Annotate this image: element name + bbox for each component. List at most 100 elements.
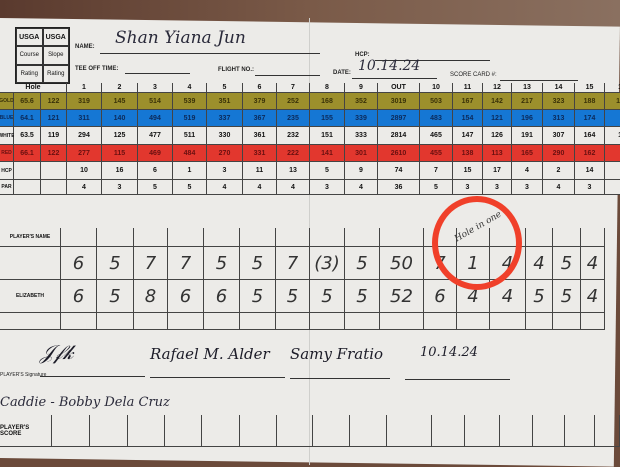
yardage-cell: 519 bbox=[173, 110, 207, 127]
empty-cell bbox=[490, 313, 526, 330]
yardage-cell: 154 bbox=[453, 110, 483, 127]
player-name: ELIZABETH bbox=[0, 280, 61, 313]
yardage-cell: 503 bbox=[420, 93, 453, 110]
score-cell: 5 bbox=[97, 247, 134, 280]
score-cell: 7 bbox=[276, 247, 310, 280]
yardage-cell: 290 bbox=[543, 145, 575, 162]
course-rating: 64.1 bbox=[14, 110, 41, 127]
yardage-cell: 14 bbox=[575, 162, 605, 180]
hole-number-15: 15 bbox=[575, 83, 605, 93]
yardage-cell: 10 bbox=[67, 162, 102, 180]
empty-cell bbox=[240, 313, 276, 330]
yardage-cell: 465 bbox=[420, 127, 453, 145]
empty-cell bbox=[424, 313, 457, 330]
rating-label: Rating bbox=[42, 64, 69, 83]
signature-2: Rafael M. Alder bbox=[150, 345, 270, 363]
signature-line bbox=[405, 379, 510, 380]
yardage-cell: 4 bbox=[512, 162, 543, 180]
score-cell: 4 bbox=[526, 247, 553, 280]
tee-off-label: TEE OFF TIME: bbox=[75, 66, 119, 72]
hole-number-6: 6 bbox=[243, 83, 277, 93]
hole-number-16: 16 bbox=[605, 83, 620, 93]
signature-label: PLAYER'S Signature bbox=[0, 372, 47, 378]
tee-label-blue: BLUE bbox=[0, 110, 14, 127]
yardage-cell: 125 bbox=[102, 127, 138, 145]
score-cell: 4 bbox=[457, 280, 490, 313]
yardage-cell: 126 bbox=[483, 127, 512, 145]
score-cell: 7 bbox=[168, 247, 204, 280]
yardage-cell: 141 bbox=[310, 145, 345, 162]
yardage-cell: 4 bbox=[243, 180, 277, 195]
name-label: NAME: bbox=[75, 44, 95, 50]
name-cell bbox=[345, 228, 380, 247]
yardage-cell: 113 bbox=[483, 145, 512, 162]
rating-label: Rating bbox=[16, 64, 43, 83]
yardage-cell: 5 bbox=[138, 180, 173, 195]
name-cell bbox=[240, 228, 276, 247]
tee-label-hcp: HCP bbox=[0, 162, 14, 180]
hole-number-10: 10 bbox=[420, 83, 453, 93]
yardage-cell: 3 bbox=[310, 180, 345, 195]
players-score-cell bbox=[595, 415, 620, 447]
yardage-cell: 3 bbox=[453, 180, 483, 195]
empty-cell bbox=[380, 313, 424, 330]
empty-cell bbox=[168, 313, 204, 330]
yardage-cell: 5 bbox=[173, 180, 207, 195]
score-cell: 6 bbox=[424, 280, 457, 313]
usga-rating-box: USGA USGA Course Slope Rating Rating bbox=[15, 27, 70, 84]
yardage-cell: 3 bbox=[575, 180, 605, 195]
yardage-cell: 121 bbox=[483, 110, 512, 127]
score-cell: 5 bbox=[97, 280, 134, 313]
name-value: Shan Yiana Jun bbox=[115, 28, 246, 48]
name-cell bbox=[204, 228, 240, 247]
empty-cell bbox=[345, 313, 380, 330]
course-rating: 65.6 bbox=[14, 93, 41, 110]
hole-number-7: 7 bbox=[277, 83, 310, 93]
empty-cell bbox=[581, 313, 605, 330]
red-circle-annotation bbox=[432, 196, 522, 290]
yardage-cell: 4 bbox=[67, 180, 102, 195]
score-cell: 5 bbox=[345, 280, 380, 313]
yardage-cell: 469 bbox=[138, 145, 173, 162]
empty-cell bbox=[276, 313, 310, 330]
yardage-cell: 115 bbox=[102, 145, 138, 162]
yardage-cell: 483 bbox=[420, 110, 453, 127]
yardage-cell: 3 bbox=[102, 180, 138, 195]
name-cell bbox=[276, 228, 310, 247]
flight-line bbox=[255, 75, 320, 76]
empty-cell bbox=[134, 313, 168, 330]
name-cell bbox=[61, 228, 97, 247]
hole-number-3: 3 bbox=[138, 83, 173, 93]
yardage-cell bbox=[605, 180, 620, 195]
tee-off-line bbox=[125, 73, 190, 74]
hole-number-13: 13 bbox=[512, 83, 543, 93]
caddie-note: Caddie - Bobby Dela Cruz bbox=[0, 395, 170, 410]
yardage-cell: 3 bbox=[483, 180, 512, 195]
yardage-cell: 147 bbox=[453, 127, 483, 145]
yardage-cell: 339 bbox=[345, 110, 378, 127]
signature-extra: 10.14.24 bbox=[420, 345, 478, 360]
empty-cell bbox=[553, 313, 581, 330]
name-cell bbox=[310, 228, 345, 247]
yardage-cell: 222 bbox=[277, 145, 310, 162]
hcp-label: HCP: bbox=[355, 52, 370, 58]
players-score-cell bbox=[387, 415, 432, 447]
players-score-cell bbox=[240, 415, 277, 447]
yardage-cell: 142 bbox=[483, 93, 512, 110]
yardage-cell: 477 bbox=[138, 127, 173, 145]
yardage-cell: 514 bbox=[138, 93, 173, 110]
signature-line bbox=[150, 377, 285, 378]
date-line bbox=[352, 78, 437, 79]
score-cell: 52 bbox=[380, 280, 424, 313]
players-score-cell bbox=[432, 415, 465, 447]
empty-cell bbox=[457, 313, 490, 330]
score-cell: 6 bbox=[204, 280, 240, 313]
score-cell: 8 bbox=[134, 280, 168, 313]
yardage-cell: 331 bbox=[243, 145, 277, 162]
score-cell: 5 bbox=[526, 280, 553, 313]
yardage-cell: 3 bbox=[207, 162, 243, 180]
score-cell: 4 bbox=[581, 247, 605, 280]
yardage-cell: 140 bbox=[102, 110, 138, 127]
yardage-cell: 162 bbox=[575, 145, 605, 162]
empty-cell bbox=[310, 313, 345, 330]
